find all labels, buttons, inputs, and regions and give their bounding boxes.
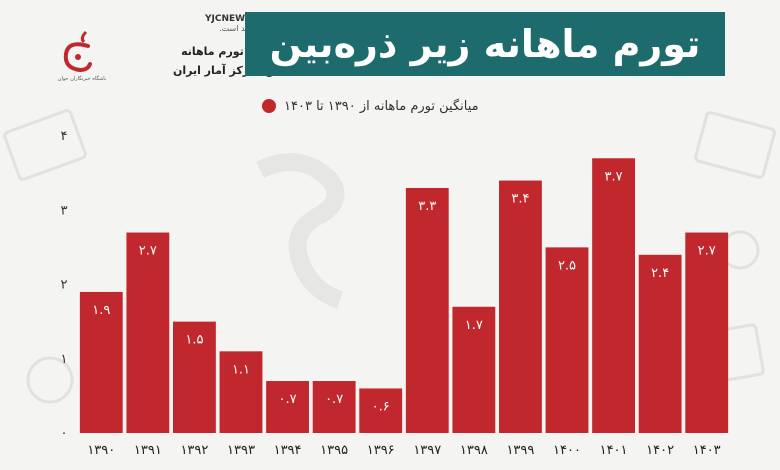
x-tick-label: ۱۳۹۳ <box>227 443 255 458</box>
y-tick-label: ۴ <box>61 129 68 144</box>
bar-value-label: ۲.۵ <box>558 258 576 273</box>
bar <box>545 247 589 433</box>
bar <box>173 321 216 433</box>
bar <box>266 381 309 433</box>
x-tick-label: ۱۳۹۶ <box>367 443 395 458</box>
bar <box>359 388 403 433</box>
legend: میانگین تورم ماهانه از ۱۳۹۰ تا ۱۴۰۳ <box>262 96 479 116</box>
bar <box>219 351 263 433</box>
x-tick-label: ۱۳۹۹ <box>506 443 534 458</box>
bar <box>79 291 123 433</box>
bar-value-label: ۳.۳ <box>418 199 436 214</box>
bar <box>126 232 170 433</box>
bar-value-label: ۰.۶ <box>372 399 390 414</box>
bar-value-label: ۰.۷ <box>325 392 343 407</box>
y-tick-label: ۱ <box>61 352 68 367</box>
x-tick-label: ۱۴۰۰ <box>553 443 581 458</box>
bar <box>405 187 449 433</box>
bar-value-label: ۱.۷ <box>465 318 483 333</box>
bar-value-label: ۰.۷ <box>279 392 297 407</box>
x-tick-label: ۱۳۹۰ <box>87 443 115 458</box>
bar <box>452 306 496 433</box>
x-tick-label: ۱۴۰۲ <box>646 443 674 458</box>
bar-value-label: ۱.۵ <box>185 333 203 348</box>
x-tick-label: ۱۳۹۵ <box>320 443 348 458</box>
bar <box>685 232 729 433</box>
x-tick-label: ۱۳۹۴ <box>274 443 302 458</box>
y-tick-label: ۰ <box>61 426 68 441</box>
x-tick-label: ۱۴۰۳ <box>693 443 721 458</box>
yjc-logo <box>63 30 92 73</box>
bar-value-label: ۳.۴ <box>511 192 529 207</box>
bar <box>499 180 542 433</box>
title-banner: تورم ماهانه زیر ذره‌بین <box>245 12 725 76</box>
bar-value-label: ۲.۷ <box>698 244 716 259</box>
bar <box>638 254 682 433</box>
bar-value-label: ۱.۱ <box>232 362 250 377</box>
bar-value-label: ۲.۷ <box>139 244 157 259</box>
page-title: تورم ماهانه زیر ذره‌بین <box>269 22 701 66</box>
legend-swatch <box>262 99 276 113</box>
bar-value-label: ۳.۷ <box>605 169 623 184</box>
bar <box>312 381 356 433</box>
x-tick-label: ۱۳۹۲ <box>180 443 208 458</box>
legend-label: میانگین تورم ماهانه از ۱۳۹۰ تا ۱۴۰۳ <box>284 98 479 114</box>
x-tick-label: ۱۴۰۱ <box>600 443 628 458</box>
x-tick-label: ۱۳۹۱ <box>134 443 162 458</box>
bar-value-label: ۱.۹ <box>92 303 110 318</box>
bar <box>592 158 635 433</box>
x-tick-label: ۱۳۹۷ <box>413 443 441 458</box>
y-tick-label: ۲ <box>61 278 68 293</box>
y-tick-label: ۳ <box>61 203 68 218</box>
bar-value-label: ۲.۴ <box>651 266 669 281</box>
x-tick-label: ۱۳۹۸ <box>460 443 488 458</box>
logo-caption: باشگاه خبرنگاران جوان <box>57 76 107 82</box>
